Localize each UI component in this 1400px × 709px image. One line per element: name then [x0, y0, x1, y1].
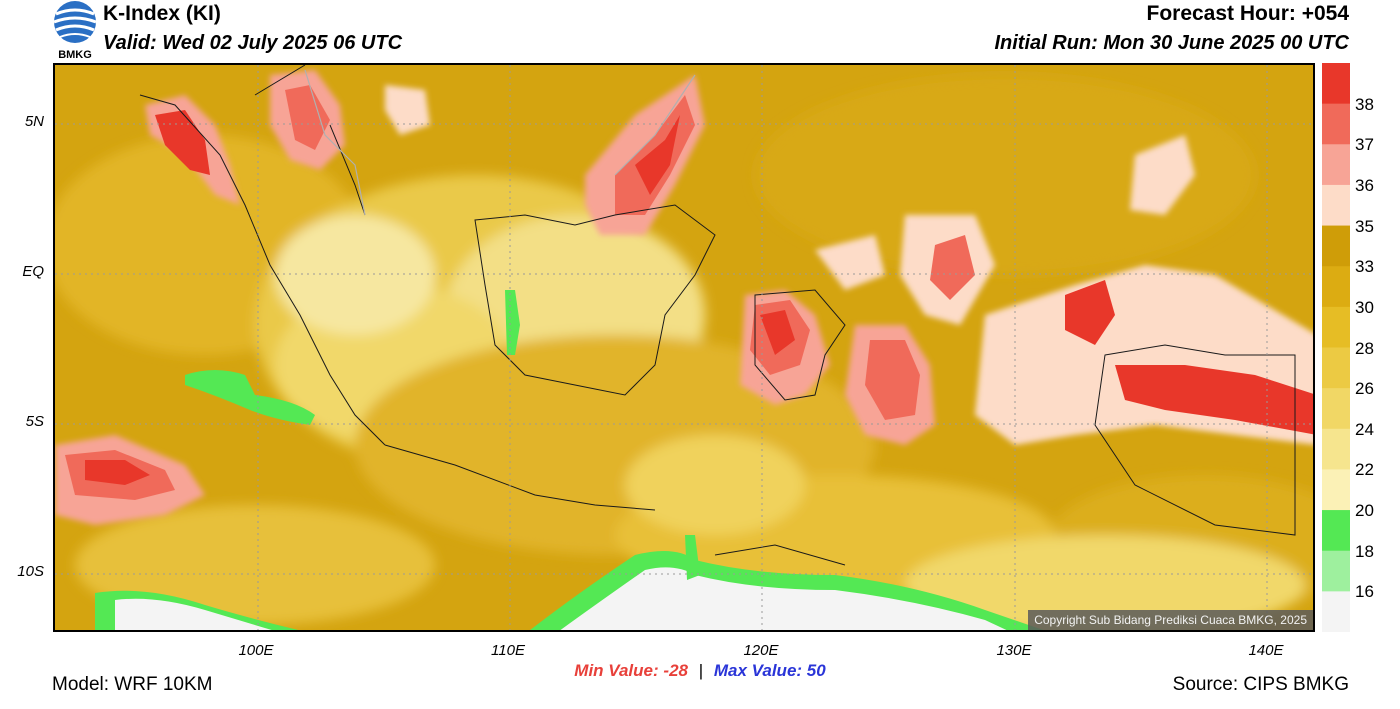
colorbar-swatch: [1322, 63, 1350, 105]
colorbar-swatch: [1322, 591, 1350, 633]
colorbar-label: 28: [1355, 338, 1374, 358]
initial-run: Initial Run: Mon 30 June 2025 00 UTC: [994, 32, 1349, 54]
colorbar-label: 38: [1355, 94, 1374, 114]
lon-label-110e: 110E: [491, 642, 525, 659]
colorbar-label: 22: [1355, 460, 1374, 480]
valid-time: Valid: Wed 02 July 2025 06 UTC: [103, 32, 403, 54]
colorbar-label: 16: [1355, 582, 1374, 602]
colorbar-swatch: [1322, 510, 1350, 552]
low-ki-areas: [95, 290, 1044, 630]
gridlines: [55, 65, 1313, 630]
lon-label-140e: 140E: [1248, 642, 1284, 659]
copyright-badge: Copyright Sub Bidang Prediksi Cuaca BMKG…: [1028, 610, 1313, 630]
max-value: 50: [806, 661, 826, 680]
lon-label-130e: 130E: [996, 642, 1032, 659]
colorbar-swatch: [1322, 347, 1350, 389]
k-index-map: [55, 65, 1313, 630]
colorbar-swatch: [1322, 306, 1350, 348]
colorbar-label: 37: [1355, 135, 1374, 155]
borders: [304, 69, 696, 216]
map-panel: [53, 63, 1315, 632]
coastlines: [139, 65, 1296, 566]
colorbar-swatch: [1322, 428, 1350, 470]
colorbar-swatches: [1322, 63, 1350, 633]
forecast-hour: Forecast Hour: +054: [1146, 2, 1350, 25]
map-title: K-Index (KI): [103, 2, 221, 25]
colorbar-label: 33: [1355, 257, 1374, 277]
colorbar-swatch: [1322, 184, 1350, 227]
colorbar-label: 24: [1355, 419, 1374, 439]
colorbar-swatch: [1322, 266, 1350, 308]
colorbar-swatch: [1322, 388, 1350, 430]
min-value: -28: [663, 661, 688, 680]
field-patches: [55, 75, 1313, 630]
colorbar-label: 36: [1355, 175, 1374, 195]
colorbar-swatch: [1322, 225, 1350, 267]
lat-label-5s: 5S: [25, 413, 44, 430]
colorbar-label: 30: [1355, 297, 1374, 317]
min-max-values: Min Value: -28 | Max Value: 50: [0, 661, 1400, 681]
colorbar-label: 18: [1355, 541, 1374, 561]
colorbar-swatch: [1322, 144, 1350, 186]
lon-label-100e: 100E: [238, 642, 274, 659]
lat-label-eq: EQ: [22, 263, 44, 280]
svg-text:BMKG: BMKG: [58, 49, 92, 60]
lon-label-120e: 120E: [743, 642, 779, 659]
colorbar-label: 20: [1355, 501, 1374, 521]
colorbar-swatch: [1322, 469, 1350, 511]
bmkg-logo: BMKG: [52, 0, 98, 61]
colorbar: [1322, 63, 1350, 633]
lat-label-5n: 5N: [24, 113, 44, 130]
min-value-label: Min Value:: [574, 661, 659, 680]
colorbar-label: 35: [1355, 216, 1374, 236]
source-label: Source: CIPS BMKG: [1172, 674, 1349, 695]
colorbar-label: 26: [1355, 379, 1374, 399]
model-label: Model: WRF 10KM: [52, 674, 213, 695]
lat-label-10s: 10S: [17, 563, 44, 580]
colorbar-swatch: [1322, 550, 1350, 592]
min-max-separator: |: [698, 661, 704, 680]
max-value-label: Max Value:: [713, 661, 803, 680]
colorbar-swatch: [1322, 103, 1350, 145]
